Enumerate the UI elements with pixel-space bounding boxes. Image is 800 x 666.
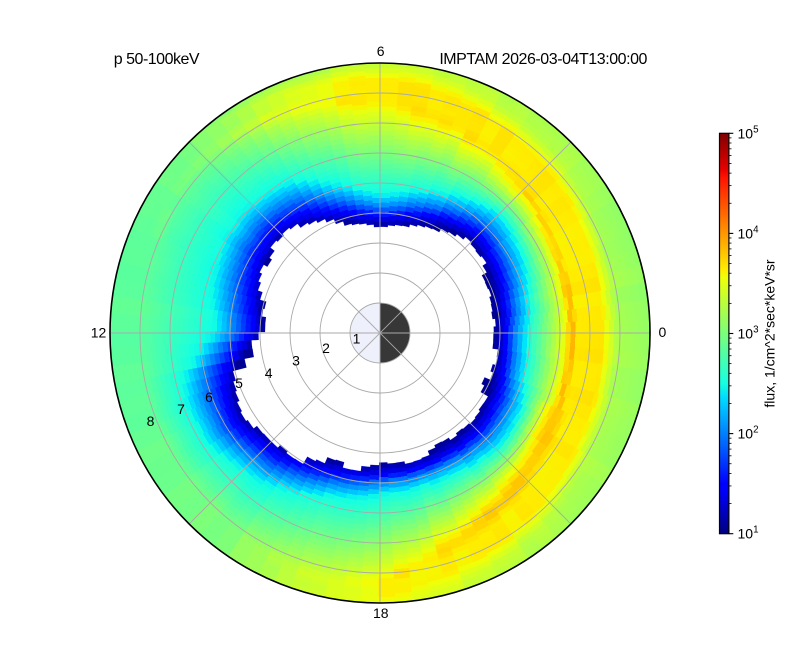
svg-text:flux, 1/cm^2*sec*keV*sr: flux, 1/cm^2*sec*keV*sr bbox=[762, 259, 778, 408]
svg-text:5: 5 bbox=[235, 375, 243, 391]
svg-text:12: 12 bbox=[91, 324, 107, 340]
svg-text:18: 18 bbox=[373, 605, 389, 621]
svg-text:3: 3 bbox=[292, 353, 300, 369]
svg-text:4: 4 bbox=[265, 365, 273, 381]
svg-text:6: 6 bbox=[205, 389, 213, 405]
svg-text:2: 2 bbox=[322, 340, 330, 356]
svg-text:1: 1 bbox=[353, 331, 361, 347]
svg-text:7: 7 bbox=[177, 401, 185, 417]
svg-text:p 50-100keV: p 50-100keV bbox=[114, 51, 200, 68]
svg-text:IMPTAM 2026-03-04T13:00:00: IMPTAM 2026-03-04T13:00:00 bbox=[439, 51, 647, 68]
svg-text:0: 0 bbox=[659, 324, 667, 340]
svg-text:6: 6 bbox=[377, 43, 385, 59]
svg-text:8: 8 bbox=[147, 413, 155, 429]
